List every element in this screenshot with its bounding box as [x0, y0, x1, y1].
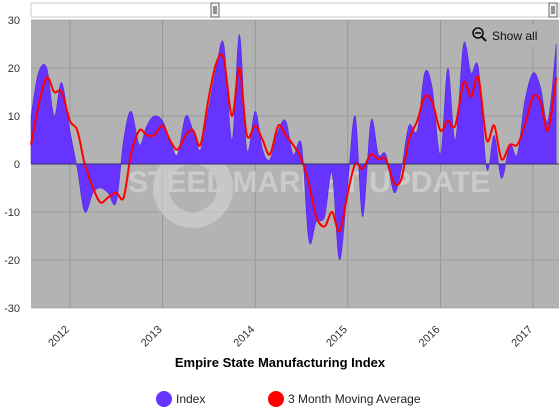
legend: Index 3 Month Moving Average [156, 391, 421, 407]
legend-item-index[interactable]: Index [156, 391, 205, 407]
zoom-out-icon [472, 27, 487, 42]
x-axis: 2012 2013 2014 2015 2016 2017 [46, 324, 535, 350]
y-tick-label: 20 [8, 63, 20, 75]
navigator-handle-right[interactable] [548, 2, 558, 18]
legend-moving-average-swatch [268, 391, 284, 407]
x-tick-label: 2015 [324, 324, 350, 350]
x-tick-label: 2016 [417, 324, 443, 350]
x-tick-label: 2014 [231, 324, 257, 350]
moving-average-series-line [30, 53, 558, 233]
x-tick-label: 2012 [46, 324, 72, 350]
y-tick-label: -30 [4, 303, 20, 315]
legend-item-moving-average[interactable]: 3 Month Moving Average [268, 391, 421, 407]
legend-index-label: Index [176, 392, 205, 406]
navigator-strip[interactable] [30, 2, 560, 18]
x-tick-label: 2017 [509, 324, 535, 350]
y-tick-label: -20 [4, 255, 20, 267]
y-tick-label: -10 [4, 207, 20, 219]
chart-title: Empire State Manufacturing Index [175, 355, 386, 370]
y-axis: -30 -20 -10 0 10 20 30 [4, 15, 20, 315]
show-all-button[interactable]: Show all [466, 24, 548, 46]
index-series-area [30, 34, 557, 261]
legend-moving-average-label: 3 Month Moving Average [288, 392, 421, 406]
legend-index-swatch [156, 391, 172, 407]
show-all-label: Show all [492, 29, 537, 43]
navigator-handle-left[interactable] [210, 2, 220, 18]
y-tick-label: 10 [8, 111, 20, 123]
y-tick-label: 30 [8, 15, 20, 27]
y-tick-label: 0 [14, 159, 20, 171]
x-tick-label: 2013 [139, 324, 165, 350]
